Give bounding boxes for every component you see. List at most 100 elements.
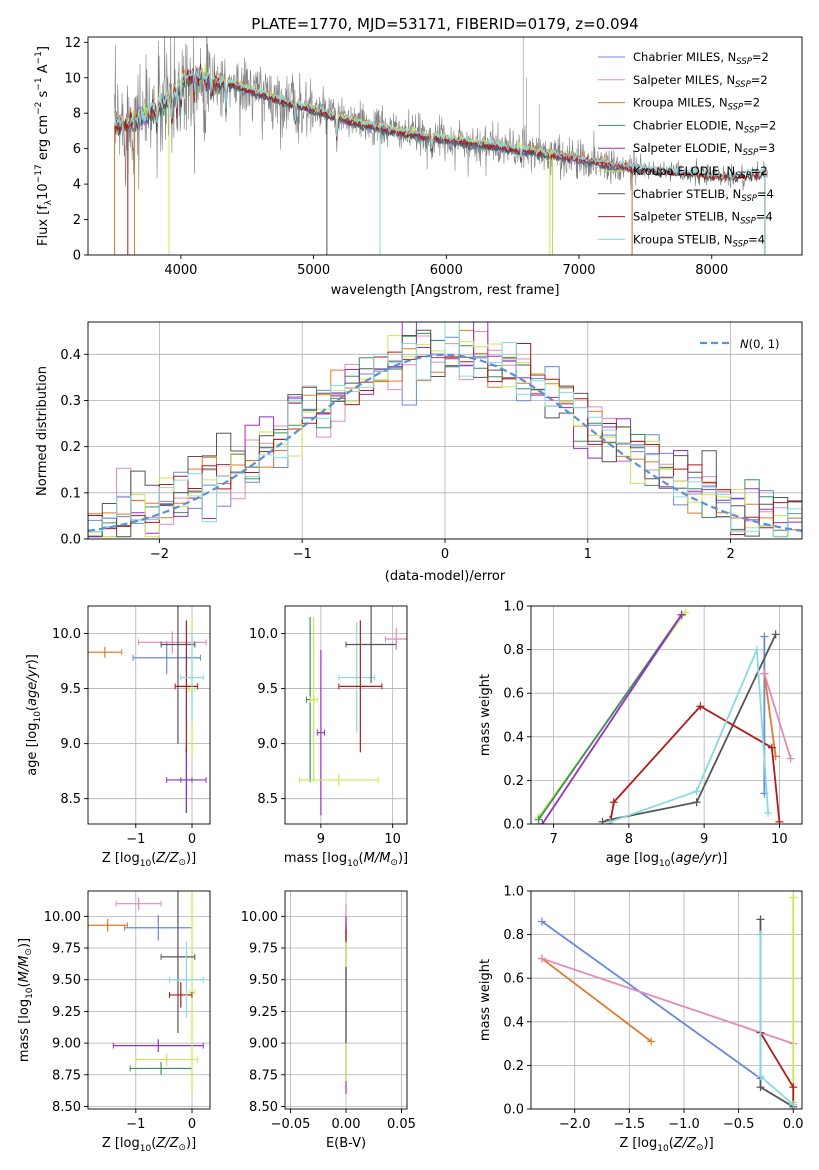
x-axis-label: Z [log10(Z/Z⊙)]: [102, 851, 196, 869]
point-marker: [538, 820, 547, 824]
errorbar-point: [129, 1062, 193, 1075]
x-tick-label: 2: [726, 547, 734, 562]
point-marker: [537, 917, 546, 926]
series-line: [541, 957, 794, 1045]
y-tick-label: 10.00: [241, 910, 278, 925]
x-tick-label: 10: [771, 832, 788, 847]
label-part: )]: [398, 851, 408, 866]
label-part: SSP: [735, 171, 751, 181]
series-salpeter_elodie: [538, 610, 686, 824]
label-part: Salpeter STELIB, N: [633, 210, 740, 224]
point-marker: [789, 893, 798, 902]
label-part: λ: [44, 199, 54, 205]
plot-area-age_vs_mass: [298, 606, 407, 816]
axes-frame: [87, 605, 211, 825]
label-part: M/M: [364, 851, 391, 866]
plot-area-spectrum: [114, 37, 768, 255]
y-tick-label: 8.50: [52, 1100, 81, 1115]
y-tick-label: 0.4: [60, 348, 81, 363]
normal-curve: [88, 353, 802, 532]
ticks: −0.05 0.00 0.05 8.50 8.75 9.00 9.25 9.50 9.75 10.…: [241, 910, 416, 1132]
series-line: [541, 614, 683, 824]
axes-age_vs_Z: −1 08.59.09.510.0Z [log10(Z/Z⊙)]age [log1…: [25, 605, 211, 869]
point-marker: [692, 787, 701, 796]
label-part: (: [17, 982, 32, 987]
series-line: [763, 673, 792, 759]
point-marker: [786, 754, 795, 763]
label-part: =4: [757, 187, 774, 201]
point-marker: [677, 610, 686, 619]
label-part: Kroupa MILES, N: [633, 96, 728, 110]
series-kroupa_miles: [537, 954, 656, 1046]
label-part: SSP: [741, 194, 757, 204]
y-tick-label: 9.75: [249, 942, 278, 957]
label-part: =4: [748, 232, 765, 246]
series-kroupa_elodie: [789, 893, 798, 1107]
label-part: )]: [186, 851, 196, 866]
point-marker: [692, 798, 701, 807]
label-part: (0, 1): [749, 337, 780, 351]
x-tick-label: −0.05: [271, 1117, 311, 1132]
ticks: −1 0 8.5 9.0 9.5 10.0: [52, 627, 196, 847]
label-part: )]: [25, 654, 40, 664]
errorbar-point: [174, 620, 199, 753]
y-tick-label: 0.2: [503, 774, 524, 789]
x-tick-label: −2: [150, 547, 169, 562]
errorbar-point: [112, 1039, 204, 1052]
label-part: age/yr: [25, 663, 40, 706]
point-marker: [752, 645, 761, 654]
label-part: Chabrier ELODIE, N: [633, 118, 744, 132]
errorbar-point: [115, 897, 162, 911]
model-line-kroupa_stelib: [114, 67, 765, 179]
point-marker: [760, 632, 769, 641]
label-part: Salpeter ELODIE, N: [633, 141, 743, 155]
y-tick-label: 0.8: [503, 643, 524, 658]
point-marker: [756, 915, 765, 924]
y-tick-label: 9.25: [249, 1005, 278, 1020]
point-marker: [767, 743, 776, 752]
y-tick-label: 9.0: [257, 737, 278, 752]
label-part: =2: [759, 118, 776, 132]
label-part: 10: [347, 859, 359, 869]
point-marker: [696, 702, 705, 711]
y-axis-label: mass [log10(M/M⊙)]: [17, 938, 35, 1062]
x-tick-label: 0: [441, 547, 449, 562]
label-part: ⊙: [24, 948, 34, 956]
y-tick-label: 12: [64, 36, 81, 51]
label-part: SSP: [744, 125, 760, 135]
y-tick-label: 10: [64, 71, 81, 86]
point-marker: [789, 1083, 798, 1092]
ticks: 4000 5000 6000 7000 8000 0 2 4 6 8 10 12: [64, 36, 728, 278]
label-part: −17: [34, 164, 44, 183]
y-tick-label: 0.2: [503, 1059, 524, 1074]
label-part: =2: [751, 164, 768, 178]
y-axis-label: mass weight: [478, 959, 493, 1041]
y-tick-label: 1.0: [503, 600, 524, 615]
series-line: [609, 649, 770, 823]
legend-entry: Kroupa MILES, NSSP=2: [633, 96, 760, 113]
axes-frame: [87, 36, 803, 256]
label-part: SSP: [736, 57, 752, 67]
errorbar-point: [316, 650, 325, 816]
x-tick-label: 7000: [562, 263, 595, 278]
x-axis-label: mass [log10(M/M⊙)]: [284, 851, 408, 869]
label-part: age [log: [606, 851, 659, 866]
x-tick-label: 0: [188, 832, 196, 847]
axes-frame: [87, 890, 211, 1110]
plot-area-mass_weight_vs_Z: [537, 893, 798, 1109]
errorbar-point: [169, 941, 204, 1018]
point-marker: [756, 1072, 765, 1081]
label-part: ⊙: [390, 858, 398, 868]
errorbar-point: [384, 628, 407, 651]
axes-residuals: −2 −1 0 1 2 0.0 0.1 0.2 0.3 0.4 (data-model)/error…: [35, 321, 803, 584]
point-marker: [775, 817, 784, 824]
label-part: (: [669, 1136, 674, 1151]
axes-mass_vs_ebv: −0.05 0.00 0.05 8.50 8.75 9.00 9.25 9.50 9.75 10.…: [241, 890, 416, 1151]
label-part: A: [36, 64, 51, 77]
label-part: age [log: [25, 723, 40, 776]
legend: N(0, 1): [700, 337, 780, 351]
errorbar-point: [345, 606, 397, 684]
y-tick-label: 8: [73, 107, 81, 122]
label-part: SSP: [733, 239, 749, 249]
